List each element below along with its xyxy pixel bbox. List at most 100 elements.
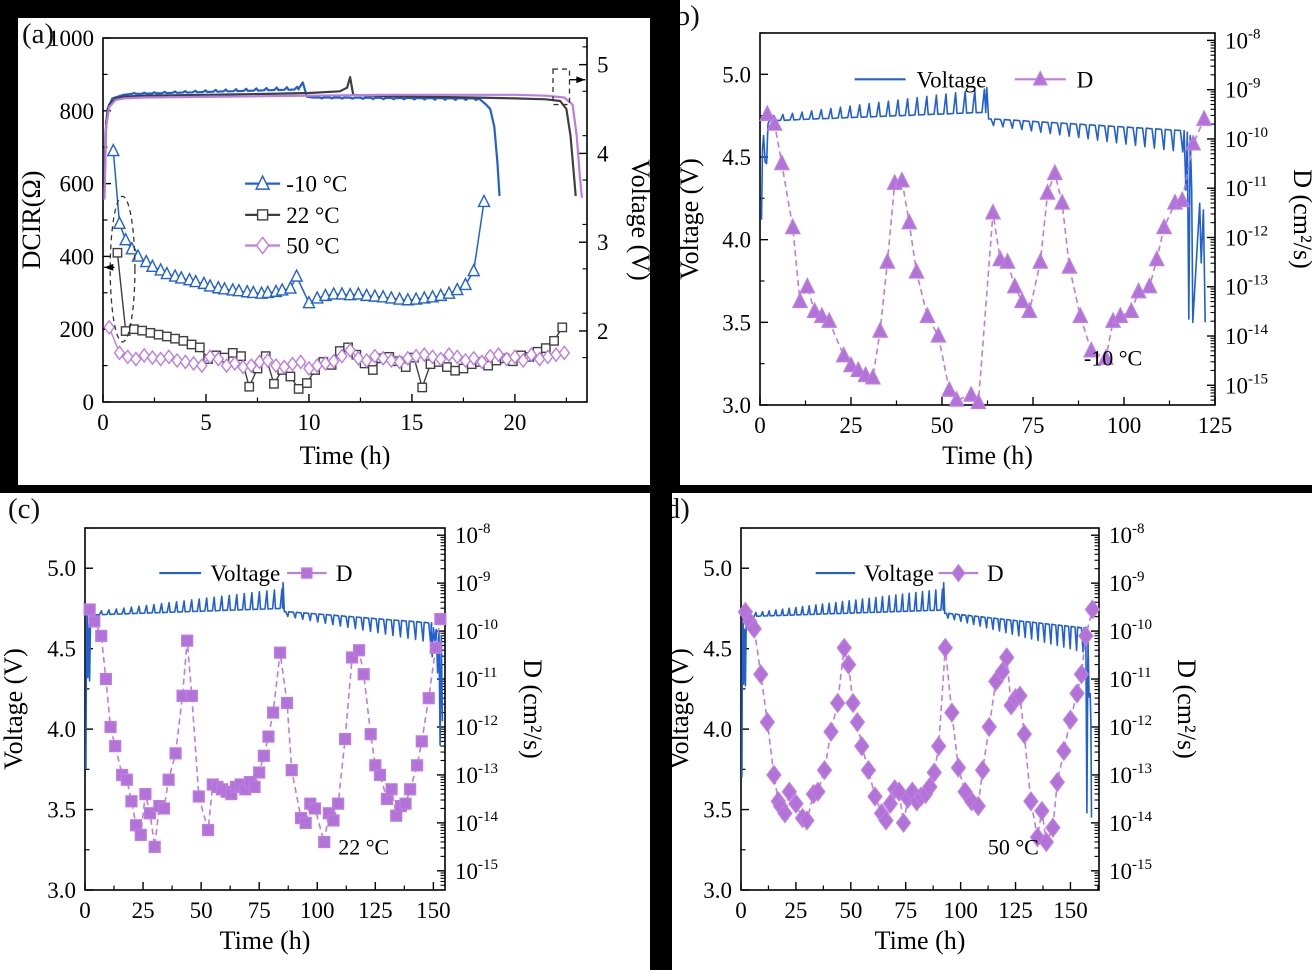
svg-text:75: 75: [248, 898, 271, 923]
svg-text:10-13: 10-13: [1225, 273, 1268, 300]
svg-text:10-15: 10-15: [455, 857, 498, 884]
panel-b-label: (b): [680, 0, 700, 32]
panel-c: (c) 0 25 50 75 100 125 150 Time (h) 3.0 3.5 4.0 4.5…: [0, 493, 650, 970]
panel-a: (a) 0 5 10 15 20 Time (h) 0 200 400 600 800 1000 DCI…: [18, 18, 650, 485]
svg-text:10-11: 10-11: [455, 665, 497, 692]
svg-text:75: 75: [1022, 413, 1045, 438]
legend-label: D: [336, 561, 353, 586]
svg-text:400: 400: [60, 244, 95, 269]
svg-text:10-9: 10-9: [1109, 569, 1145, 596]
svg-text:Voltage (V): Voltage (V): [626, 159, 650, 281]
svg-text:0: 0: [83, 390, 95, 415]
svg-text:10-15: 10-15: [1109, 857, 1152, 884]
svg-text:25: 25: [132, 898, 155, 923]
svg-text:100: 100: [1107, 413, 1142, 438]
svg-text:10-8: 10-8: [455, 521, 491, 548]
svg-text:3.5: 3.5: [722, 310, 751, 335]
svg-text:125: 125: [998, 898, 1033, 923]
panel-a-label: (a): [22, 18, 55, 50]
svg-text:10-11: 10-11: [1225, 174, 1267, 201]
temperature-label: 22 °C: [338, 835, 389, 860]
svg-text:1000: 1000: [48, 26, 94, 51]
svg-text:Voltage (V): Voltage (V): [680, 158, 704, 280]
svg-text:D (cm²/s): D (cm²/s): [518, 659, 547, 759]
svg-text:Voltage (V): Voltage (V): [0, 648, 28, 770]
svg-text:4.5: 4.5: [47, 637, 76, 662]
svg-text:25: 25: [784, 898, 807, 923]
svg-text:Voltage (V): Voltage (V): [672, 648, 694, 770]
svg-text:5.0: 5.0: [703, 556, 732, 581]
panel-b: (b) 0 25 50 75 100 125 Time (h) 3.0 3.5 4.0 4.5 5.0…: [680, 0, 1312, 485]
svg-text:5.0: 5.0: [722, 62, 751, 87]
chart-b: 0 25 50 75 100 125 Time (h) 3.0 3.5 4.0 4.5 5.0 Volt…: [680, 26, 1312, 470]
svg-text:3.0: 3.0: [703, 878, 732, 903]
panel-c-label: (c): [8, 493, 41, 525]
svg-text:DCIR(Ω): DCIR(Ω): [18, 171, 46, 270]
temperature-label: 50 °C: [988, 835, 1039, 860]
legend-label: Voltage: [864, 561, 934, 586]
svg-text:10-10: 10-10: [1109, 617, 1152, 644]
temperature-label: -10 °C: [1084, 345, 1142, 370]
svg-text:50: 50: [190, 898, 213, 923]
svg-text:10-9: 10-9: [455, 569, 491, 596]
svg-text:50: 50: [839, 898, 862, 923]
svg-text:75: 75: [894, 898, 917, 923]
svg-text:10-10: 10-10: [455, 617, 498, 644]
svg-text:10-11: 10-11: [1109, 665, 1151, 692]
svg-text:4.5: 4.5: [722, 145, 751, 170]
svg-text:10-12: 10-12: [1109, 713, 1152, 740]
panel-d: (d) 0 25 50 75 100 125 150 Time (h) 3.0 3.5 4.0 4.5…: [672, 493, 1312, 970]
svg-text:200: 200: [60, 317, 95, 342]
svg-text:100: 100: [943, 898, 978, 923]
legend-label: 50 °C: [286, 233, 339, 258]
svg-text:0: 0: [735, 898, 747, 923]
svg-text:125: 125: [358, 898, 393, 923]
svg-text:0: 0: [97, 410, 109, 435]
svg-text:5: 5: [200, 410, 212, 435]
svg-text:10-9: 10-9: [1225, 76, 1261, 103]
legend-label: D: [987, 561, 1004, 586]
svg-text:10-8: 10-8: [1109, 521, 1145, 548]
svg-text:10-14: 10-14: [455, 809, 498, 836]
panel-d-label: (d): [672, 493, 690, 525]
svg-text:0: 0: [754, 413, 766, 438]
svg-text:Time (h): Time (h): [300, 441, 391, 470]
svg-text:Time (h): Time (h): [875, 926, 966, 955]
chart-d: 0 25 50 75 100 125 150 Time (h) 3.0 3.5 4.0 4.5 5.0 V…: [672, 521, 1201, 955]
svg-text:5: 5: [597, 53, 609, 78]
svg-text:10-14: 10-14: [1109, 809, 1152, 836]
svg-text:10-8: 10-8: [1225, 26, 1261, 53]
svg-text:10: 10: [297, 410, 320, 435]
svg-text:100: 100: [300, 898, 335, 923]
svg-text:125: 125: [1198, 413, 1233, 438]
svg-text:3: 3: [597, 230, 609, 255]
svg-text:150: 150: [1053, 898, 1088, 923]
svg-text:3.0: 3.0: [722, 393, 751, 418]
svg-text:10-14: 10-14: [1225, 322, 1268, 349]
svg-text:10-12: 10-12: [455, 713, 498, 740]
svg-text:4.0: 4.0: [722, 228, 751, 253]
svg-text:10-13: 10-13: [455, 761, 498, 788]
svg-text:600: 600: [60, 172, 95, 197]
chart-c: 0 25 50 75 100 125 150 Time (h) 3.0 3.5 4.0 4.5 5.0 V…: [0, 521, 547, 955]
svg-text:800: 800: [60, 99, 95, 124]
svg-text:4.0: 4.0: [703, 717, 732, 742]
svg-text:15: 15: [400, 410, 423, 435]
svg-text:3.5: 3.5: [47, 798, 76, 823]
svg-text:D (cm²/s): D (cm²/s): [1288, 169, 1312, 269]
svg-text:10-10: 10-10: [1225, 125, 1268, 152]
svg-text:25: 25: [840, 413, 863, 438]
svg-text:Time (h): Time (h): [220, 926, 311, 955]
legend-label: Voltage: [210, 561, 280, 586]
svg-text:20: 20: [503, 410, 526, 435]
svg-text:0: 0: [79, 898, 91, 923]
svg-text:3.5: 3.5: [703, 798, 732, 823]
svg-text:4: 4: [597, 141, 609, 166]
svg-text:4.0: 4.0: [47, 717, 76, 742]
svg-text:10-13: 10-13: [1109, 761, 1152, 788]
svg-text:10-12: 10-12: [1225, 223, 1268, 250]
svg-text:50: 50: [931, 413, 954, 438]
svg-text:4.5: 4.5: [703, 637, 732, 662]
svg-text:5.0: 5.0: [47, 556, 76, 581]
